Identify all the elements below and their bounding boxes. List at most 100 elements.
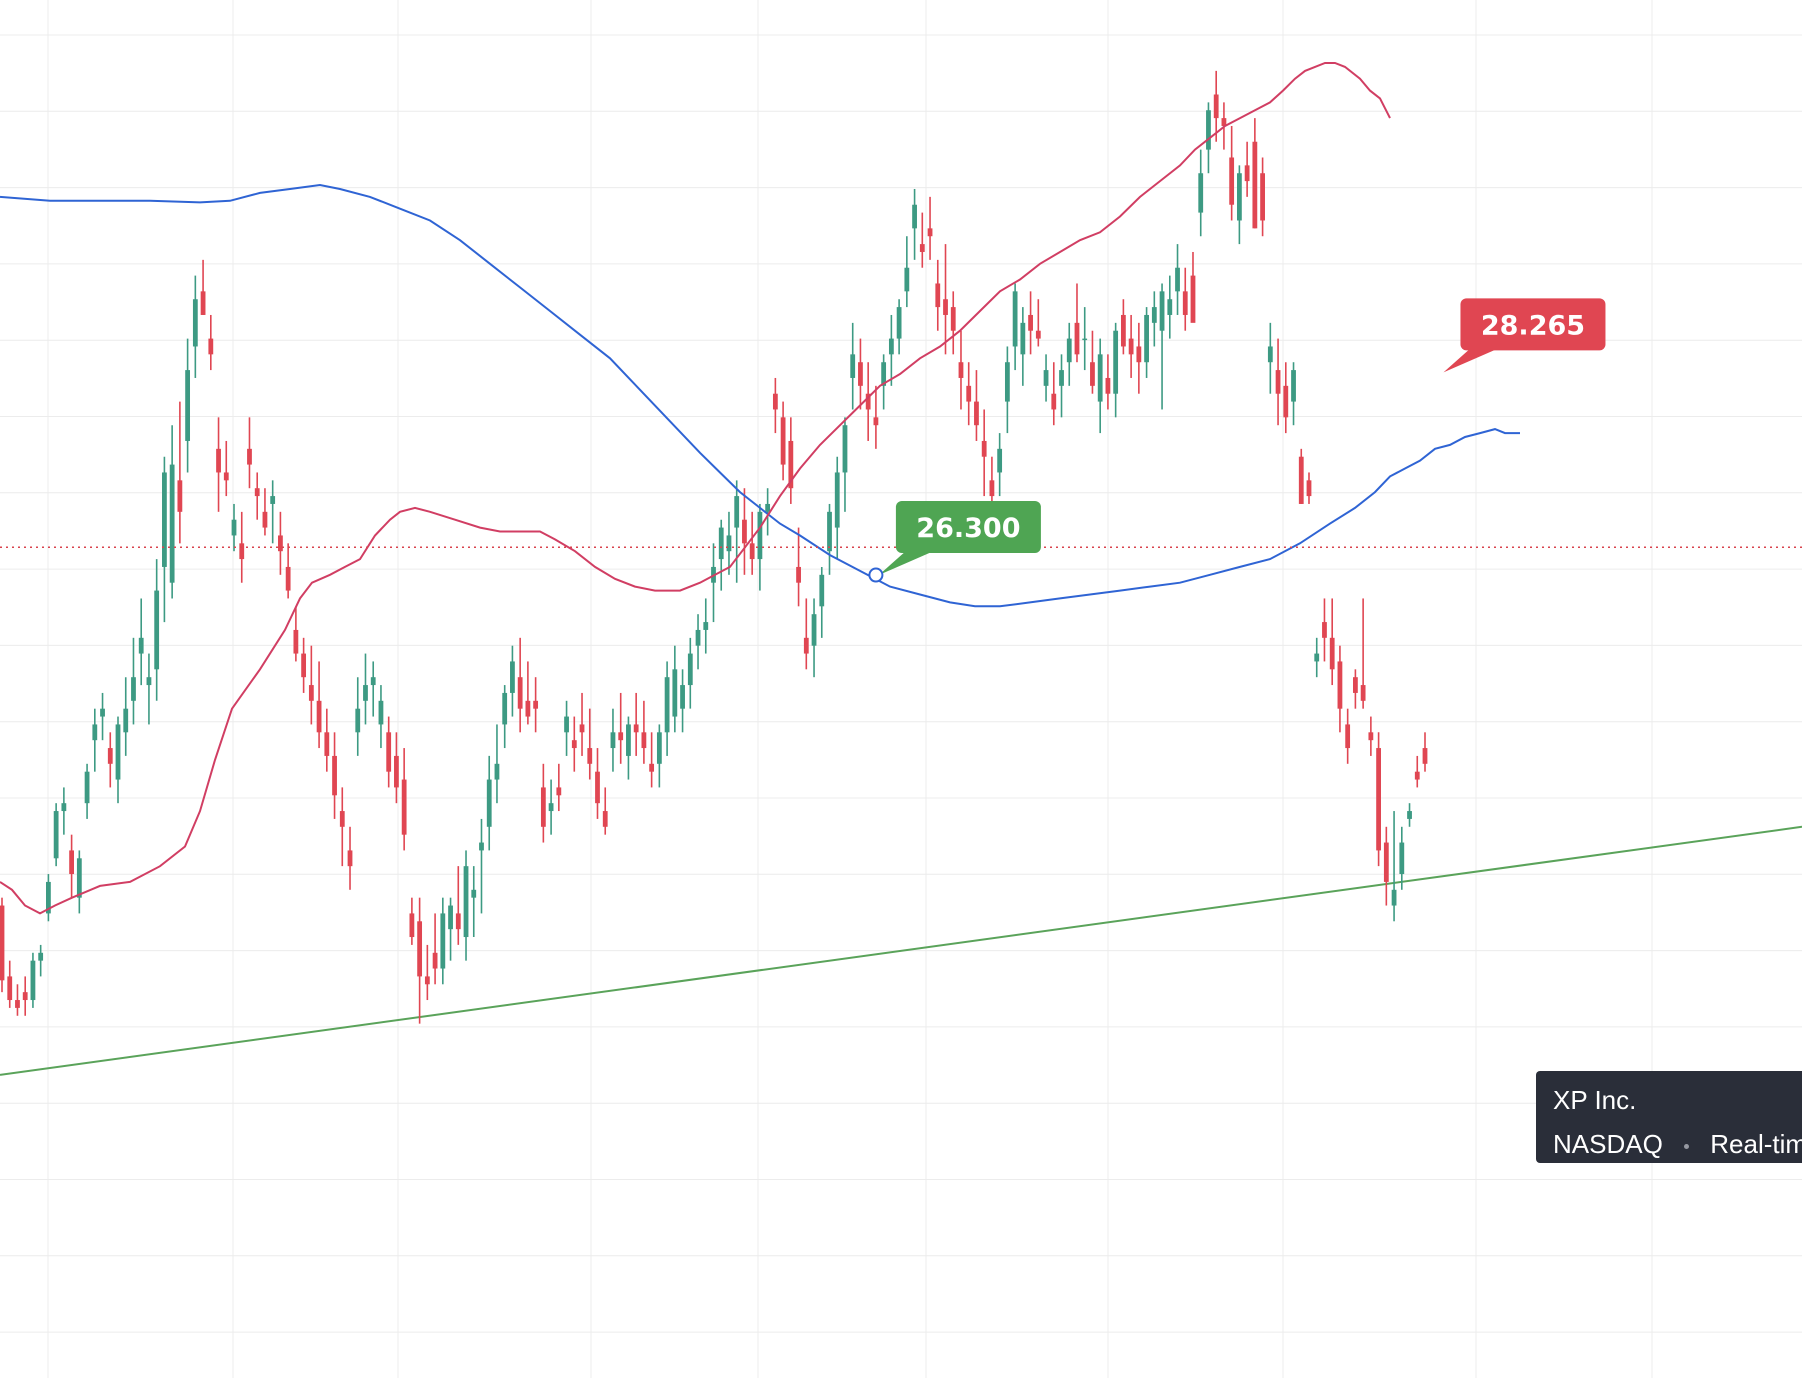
- candle: [1066, 322, 1072, 386]
- candle: [865, 362, 871, 441]
- candle: [254, 472, 260, 520]
- candle: [486, 755, 492, 851]
- candle: [1337, 645, 1343, 733]
- candle: [556, 763, 562, 812]
- candle: [123, 677, 129, 756]
- candle: [386, 716, 392, 788]
- candle: [1244, 141, 1250, 197]
- candle: [664, 661, 670, 756]
- ma-fast-line: [0, 62, 1391, 915]
- candle: [1113, 322, 1119, 418]
- price-callout: 28.265: [1443, 298, 1606, 373]
- candle: [1004, 346, 1010, 434]
- candle: [38, 944, 44, 977]
- candle: [1151, 291, 1157, 347]
- candle: [873, 385, 879, 449]
- candle: [1345, 708, 1351, 764]
- candle: [1360, 598, 1366, 709]
- candle: [494, 724, 500, 804]
- trendline[interactable]: [0, 825, 1802, 1076]
- candle: [1275, 338, 1281, 426]
- candle: [1082, 307, 1088, 371]
- candle: [1028, 291, 1033, 355]
- candle: [192, 275, 198, 378]
- candle: [626, 716, 631, 780]
- candle: [1097, 338, 1103, 434]
- candle: [680, 669, 685, 733]
- candle: [618, 692, 624, 764]
- candle: [796, 527, 801, 607]
- candle: [819, 566, 825, 638]
- candle: [1291, 362, 1296, 426]
- candle: [270, 480, 276, 544]
- candle: [858, 338, 863, 410]
- candle: [571, 716, 577, 772]
- candle: [455, 866, 461, 945]
- candle: [595, 748, 600, 819]
- separator-dot: [1684, 1143, 1690, 1149]
- candle: [981, 409, 987, 497]
- ma-slow-line: [0, 183, 1520, 608]
- candle: [749, 511, 755, 575]
- candle: [834, 456, 840, 560]
- candle: [935, 259, 941, 331]
- candle: [115, 716, 121, 804]
- symbol-name: XP Inc.: [1553, 1085, 1637, 1115]
- candle: [1267, 322, 1273, 394]
- candle: [308, 645, 314, 725]
- candle: [726, 511, 732, 575]
- candle: [316, 661, 322, 749]
- candle: [734, 480, 740, 583]
- symbol-info-card: XP Inc. NASDAQ Real-time: [1536, 1071, 1802, 1163]
- candle: [540, 763, 546, 843]
- candle: [888, 314, 894, 386]
- candle: [92, 708, 98, 772]
- candle: [1407, 803, 1412, 827]
- feed-label: Real-time: [1710, 1129, 1802, 1159]
- candle: [301, 637, 307, 693]
- moving-averages: [0, 62, 1520, 915]
- candle: [525, 661, 531, 725]
- candle: [1383, 826, 1389, 906]
- candle: [1391, 811, 1397, 922]
- candle: [1144, 307, 1149, 378]
- candle: [950, 291, 956, 355]
- candle: [672, 645, 678, 733]
- candle: [1182, 267, 1188, 331]
- candle: [169, 425, 175, 599]
- candle: [417, 897, 423, 1024]
- candle: [974, 370, 979, 441]
- candle: [463, 850, 469, 961]
- candle: [53, 803, 59, 867]
- candle: [966, 362, 972, 426]
- candle: [448, 897, 453, 961]
- candle: [958, 330, 964, 410]
- candle: [602, 787, 608, 835]
- candle: [378, 685, 384, 749]
- candle: [687, 637, 693, 709]
- candle: [22, 976, 28, 1016]
- support-trendline[interactable]: [0, 825, 1802, 1076]
- candle: [363, 653, 368, 725]
- candle: [471, 866, 477, 938]
- candle: [0, 897, 5, 993]
- candle: [1352, 669, 1358, 709]
- candle: [1260, 157, 1265, 237]
- candle: [440, 897, 446, 985]
- candle: [564, 700, 569, 756]
- candle: [69, 834, 75, 898]
- symbol-exchange-line: NASDAQ Real-time: [1553, 1127, 1802, 1161]
- candle: [131, 637, 136, 725]
- candle: [827, 503, 832, 575]
- candle: [912, 188, 917, 260]
- candle: [579, 692, 585, 756]
- candle: [757, 503, 763, 591]
- candle: [1128, 314, 1134, 378]
- candle: [533, 677, 539, 733]
- candle: [401, 748, 407, 851]
- candle: [1368, 716, 1374, 756]
- candle: [339, 787, 345, 867]
- candle: [15, 984, 20, 1016]
